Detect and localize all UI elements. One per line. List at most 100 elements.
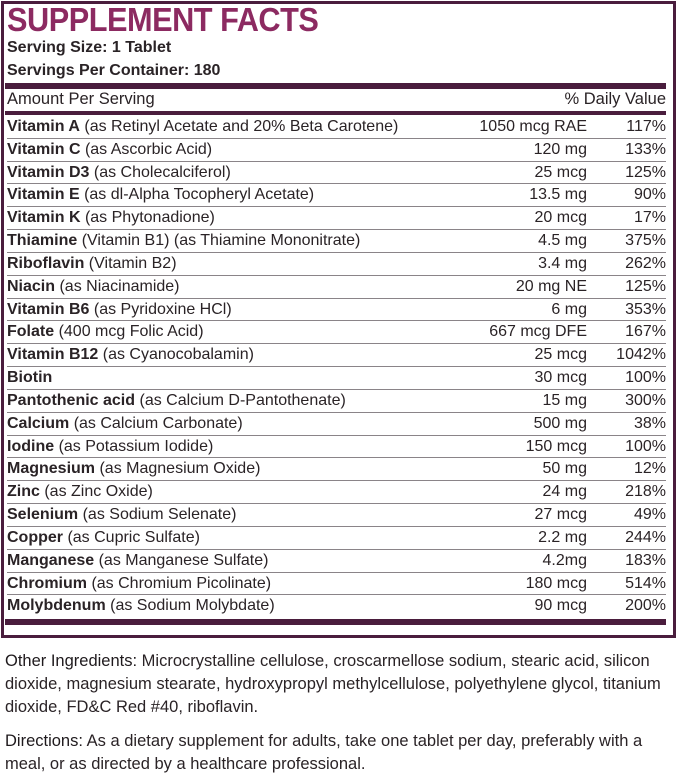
nutrient-label: Vitamin E (as dl-Alpha Tocopheryl Acetat…: [7, 184, 437, 206]
nutrient-label: Riboflavin (Vitamin B2): [7, 253, 437, 275]
nutrient-row: Vitamin B12 (as Cyanocobalamin) 25 mcg 104…: [7, 344, 666, 368]
nutrient-label: Iodine (as Potassium Iodide): [7, 436, 437, 458]
nutrient-label: Folate (400 mcg Folic Acid): [7, 321, 437, 343]
nutrient-amount: 20 mcg: [534, 209, 587, 227]
nutrient-amount: 25 mcg: [534, 163, 587, 181]
nutrient-name: Niacin: [7, 277, 56, 295]
nutrient-name: Biotin: [7, 369, 53, 387]
nutrient-name: Riboflavin: [7, 254, 85, 272]
nutrient-daily-value: 353%: [625, 300, 666, 318]
nutrient-source: (as Retinyl Acetate and 20% Beta Caroten…: [84, 118, 399, 135]
nutrient-label: Biotin: [7, 367, 437, 389]
nutrient-daily-value: 12%: [633, 460, 666, 478]
nutrient-label: Copper (as Cupric Sulfate): [7, 527, 437, 549]
header-divider: [5, 111, 666, 115]
nutrient-source: (as dl-Alpha Tocopheryl Acetate): [84, 186, 315, 204]
nutrient-name: Vitamin A: [7, 118, 80, 135]
nutrient-row: Biotin 30 mcg 100%: [7, 367, 666, 390]
nutrient-name: Selenium: [7, 506, 79, 524]
nutrient-row: Manganese (as Manganese Sulfate) 4.2mg 183…: [7, 550, 666, 573]
nutrient-daily-value: 200%: [625, 597, 666, 615]
nutrient-amount: 13.5 mg: [529, 186, 587, 204]
nutrient-amount: 4.5 mg: [538, 232, 587, 250]
nutrient-amount: 1050 mcg RAE: [479, 118, 587, 135]
nutrient-amount: 150 mcg: [525, 437, 587, 455]
nutrient-amount: 15 mg: [542, 391, 587, 409]
nutrient-amount: 50 mg: [542, 460, 587, 478]
nutrient-row: Vitamin K (as Phytonadione) 20 mcg 17%: [7, 207, 666, 231]
nutrient-daily-value: 375%: [625, 232, 666, 250]
nutrient-source: (as Niacinamide): [59, 277, 180, 295]
nutrient-label: Molybdenum (as Sodium Molybdate): [7, 595, 437, 618]
nutrient-amount: 180 mcg: [525, 574, 587, 592]
nutrient-amount: 90 mcg: [534, 597, 587, 615]
servings-per-container: Servings Per Container: 180: [7, 62, 221, 79]
nutrient-label: Pantothenic acid (as Calcium D-Pantothen…: [7, 390, 437, 412]
nutrient-row: Vitamin E (as dl-Alpha Tocopheryl Acetat…: [7, 184, 666, 208]
nutrient-row: Calcium (as Calcium Carbonate) 500 mg 38%: [7, 413, 666, 436]
nutrient-amount: 24 mg: [542, 483, 587, 501]
nutrient-daily-value: 90%: [633, 186, 666, 204]
nutrient-label: Selenium (as Sodium Selenate): [7, 504, 437, 526]
nutrient-label: Thiamine (Vitamin B1) (as Thiamine Monon…: [7, 230, 437, 252]
nutrient-row: Magnesium (as Magnesium Oxide) 50 mg 12%: [7, 458, 666, 482]
panel-title: SUPPLEMENT FACTS: [7, 1, 319, 38]
supplement-facts-panel: [1, 1, 676, 638]
nutrient-source: (as Calcium Carbonate): [73, 414, 243, 432]
nutrient-daily-value: 1042%: [616, 346, 666, 364]
nutrient-amount: 667 mcg DFE: [489, 323, 587, 341]
nutrient-source: (as Manganese Sulfate): [98, 551, 269, 569]
nutrient-name: Vitamin C: [7, 140, 81, 158]
nutrient-daily-value: 183%: [625, 551, 666, 569]
nutrient-daily-value: 218%: [625, 483, 666, 501]
nutrient-source: (as Chromium Picolinate): [91, 574, 272, 592]
nutrient-source: (as Zinc Oxide): [44, 483, 153, 501]
nutrient-source: (as Cholecalciferol): [93, 163, 231, 181]
nutrient-daily-value: 514%: [625, 574, 666, 592]
nutrient-row: Thiamine (Vitamin B1) (as Thiamine Monon…: [7, 230, 666, 253]
nutrient-row: Molybdenum (as Sodium Molybdate) 90 mcg 20…: [7, 595, 666, 618]
nutrient-row: Vitamin C (as Ascorbic Acid) 120 mg 133%: [7, 139, 666, 162]
nutrient-daily-value: 244%: [625, 528, 666, 546]
nutrient-label: Manganese (as Manganese Sulfate): [7, 550, 437, 572]
nutrient-label: Niacin (as Niacinamide): [7, 276, 437, 298]
nutrient-label: Magnesium (as Magnesium Oxide): [7, 458, 437, 480]
nutrient-name: Copper: [7, 528, 63, 546]
nutrient-label: Zinc (as Zinc Oxide): [7, 481, 437, 503]
nutrient-label: Vitamin B6 (as Pyridoxine HCl): [7, 299, 437, 321]
nutrient-daily-value: 262%: [625, 254, 666, 272]
nutrient-source: (as Potassium Iodide): [58, 437, 214, 455]
nutrient-daily-value: 125%: [625, 163, 666, 181]
nutrient-row: Riboflavin (Vitamin B2) 3.4 mg 262%: [7, 253, 666, 276]
nutrient-source: (as Pyridoxine HCl): [93, 300, 232, 318]
other-ingredients-text: Microcrystalline cellulose, croscarmello…: [5, 652, 661, 716]
nutrient-name: Thiamine: [7, 232, 78, 250]
nutrient-source: (Vitamin B1) (as Thiamine Mononitrate): [81, 232, 361, 250]
nutrient-name: Vitamin E: [7, 186, 80, 204]
nutrient-amount: 27 mcg: [534, 506, 587, 524]
nutrient-label: Vitamin K (as Phytonadione): [7, 207, 437, 229]
nutrient-daily-value: 117%: [626, 118, 666, 135]
nutrient-source: (as Magnesium Oxide): [99, 460, 261, 478]
other-ingredients-label: Other Ingredients:: [5, 652, 138, 670]
nutrient-daily-value: 38%: [633, 414, 666, 432]
nutrient-amount: 20 mg NE: [515, 277, 587, 295]
nutrient-source: (as Sodium Selenate): [82, 506, 237, 524]
nutrient-daily-value: 49%: [633, 506, 666, 524]
directions-label: Directions:: [5, 732, 83, 750]
nutrient-name: Pantothenic acid: [7, 391, 136, 409]
nutrient-row: Vitamin A (as Retinyl Acetate and 20% Be…: [7, 116, 666, 139]
nutrient-name: Zinc: [7, 483, 40, 501]
serving-size: Serving Size: 1 Tablet: [7, 39, 172, 56]
nutrient-row: Zinc (as Zinc Oxide) 24 mg 218%: [7, 481, 666, 505]
nutrient-name: Calcium: [7, 414, 70, 432]
nutrient-amount: 2.2 mg: [538, 528, 587, 546]
nutrient-row: Vitamin D3 (as Cholecalciferol) 25 mcg 125…: [7, 162, 666, 185]
nutrient-name: Vitamin D3: [7, 163, 90, 181]
nutrient-amount: 4.2mg: [542, 551, 587, 569]
nutrient-daily-value: 167%: [625, 323, 666, 341]
nutrient-daily-value: 133%: [625, 140, 666, 158]
nutrient-row: Iodine (as Potassium Iodide) 150 mcg 100%: [7, 436, 666, 459]
directions: Directions: As a dietary supplement for …: [5, 730, 673, 776]
nutrient-label: Vitamin C (as Ascorbic Acid): [7, 139, 437, 161]
